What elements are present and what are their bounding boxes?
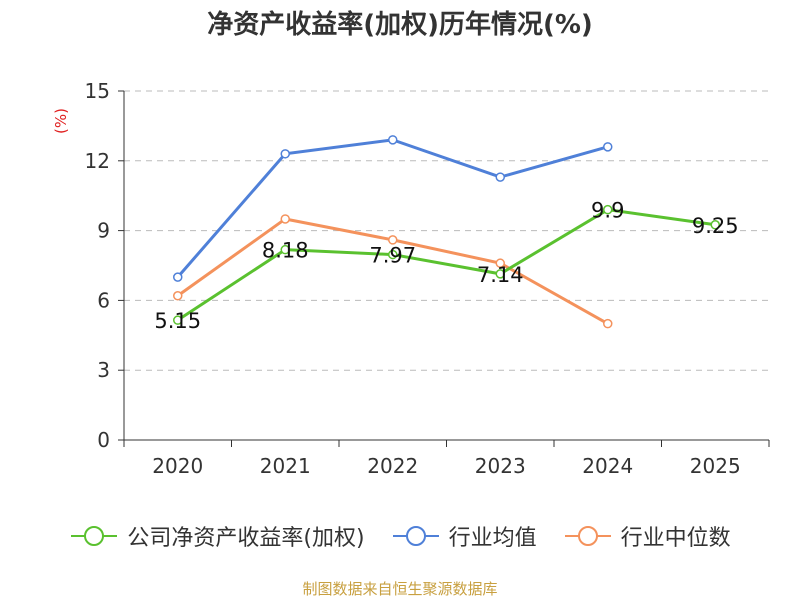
legend-marker-icon bbox=[392, 526, 439, 546]
legend-marker-icon bbox=[564, 526, 611, 546]
data-label: 7.14 bbox=[477, 263, 524, 287]
data-point bbox=[173, 315, 183, 325]
legend-label: 行业中位数 bbox=[620, 526, 731, 551]
data-point bbox=[388, 249, 398, 260]
chart-title: 净资产收益率(加权)历年情况(%) bbox=[207, 10, 593, 40]
x-tick-label: 2023 bbox=[475, 454, 526, 478]
x-tick-label: 2020 bbox=[152, 454, 203, 478]
series-line bbox=[176, 217, 609, 325]
x-tick-label: 2025 bbox=[690, 454, 741, 478]
source-note: 制图数据来自恒生聚源数据库 bbox=[302, 580, 498, 598]
data-label: 7.97 bbox=[369, 244, 416, 268]
data-point bbox=[173, 290, 183, 301]
legend-item-industry-mean[interactable]: 行业均值 bbox=[391, 520, 537, 552]
x-tick-label: 2021 bbox=[260, 454, 311, 478]
data-label: 8.18 bbox=[262, 239, 309, 263]
legend-item-industry-median[interactable]: 行业中位数 bbox=[563, 520, 731, 552]
y-tick-label: 12 bbox=[85, 149, 110, 173]
data-label: 9.9 bbox=[591, 199, 624, 223]
y-tick-label: 9 bbox=[97, 219, 110, 243]
data-label: 9.25 bbox=[692, 214, 739, 238]
data-point bbox=[603, 204, 613, 215]
data-point bbox=[173, 272, 183, 282]
data-label: 5.15 bbox=[154, 309, 201, 333]
data-point bbox=[280, 149, 290, 159]
legend-label: 公司净资产收益率(加权) bbox=[127, 526, 365, 551]
data-point bbox=[280, 214, 290, 224]
x-tick-label: 2024 bbox=[582, 454, 633, 478]
y-tick-label: 6 bbox=[97, 288, 110, 312]
x-tick-label: 2022 bbox=[367, 454, 418, 478]
legend-marker-icon bbox=[71, 526, 118, 546]
data-point bbox=[388, 235, 398, 245]
legend-label: 行业均值 bbox=[448, 526, 537, 551]
data-point bbox=[603, 318, 613, 329]
legend-item-company-roe[interactable]: 公司净资产收益率(加权) bbox=[69, 520, 365, 552]
legend: 公司净资产收益率(加权) 行业均值 行业中位数 bbox=[0, 520, 800, 552]
y-tick-label: 3 bbox=[97, 358, 110, 382]
data-point bbox=[603, 142, 613, 152]
data-point bbox=[280, 244, 290, 255]
data-point bbox=[710, 220, 720, 230]
y-tick-label: 0 bbox=[97, 428, 110, 452]
data-point bbox=[388, 135, 398, 145]
data-point bbox=[495, 269, 505, 279]
y-tick-label: 15 bbox=[85, 79, 110, 103]
data-point bbox=[495, 172, 505, 182]
series-line bbox=[176, 208, 716, 322]
data-point bbox=[495, 258, 505, 268]
